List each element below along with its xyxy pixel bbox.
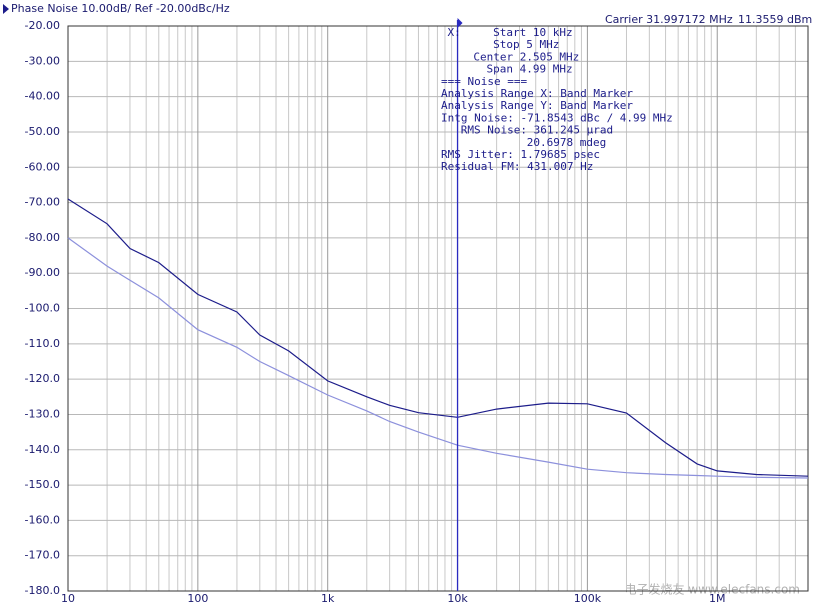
marker-flag	[457, 18, 463, 28]
chart-title: Phase Noise 10.00dB/ Ref -20.00dBc/Hz	[11, 2, 230, 15]
x-tick-label: 10k	[447, 592, 468, 605]
marker-readout: Intg Noise: -71.8543 dBc / 4.99 MHz	[441, 111, 673, 124]
marker-readout: Stop 5 MHz	[493, 38, 559, 51]
marker-readout: Start 10 kHz	[493, 26, 572, 39]
y-tick-label: -120.0	[25, 372, 60, 385]
carrier-power: 11.3559 dBm	[738, 13, 812, 26]
carrier: Carrier 31.997172 MHz	[605, 13, 733, 26]
marker-readout: Residual FM: 431.007 Hz	[441, 160, 593, 173]
x-tick-label: 1k	[321, 592, 335, 605]
marker-readout: === Noise ===	[441, 75, 527, 88]
marker-readout: Center 2.505 MHz	[473, 50, 579, 63]
y-tick-label: -70.00	[25, 196, 60, 209]
plot-frame	[67, 25, 809, 592]
marker-readout: RMS Jitter: 1.79685 psec	[441, 148, 600, 161]
y-tick-label: -160.0	[25, 513, 60, 526]
marker-readout: 20.6978 mdeg	[527, 136, 606, 149]
y-tick-label: -20.00	[25, 19, 60, 32]
marker-readout: Span 4.99 MHz	[487, 63, 573, 76]
y-tick-label: -130.0	[25, 407, 60, 420]
y-tick-label: -140.0	[25, 443, 60, 456]
y-tick-label: -90.00	[25, 266, 60, 279]
marker-label: X:	[448, 26, 461, 39]
series-line	[67, 237, 809, 479]
title-marker	[3, 4, 9, 14]
marker-readout: RMS Noise: 361.245 µrad	[461, 124, 613, 137]
y-tick-label: -40.00	[25, 90, 60, 103]
x-tick-label: 1M	[709, 592, 726, 605]
y-tick-label: -100.0	[25, 302, 60, 315]
y-tick-label: -50.00	[25, 125, 60, 138]
y-tick-label: -110.0	[25, 337, 60, 350]
y-tick-label: -80.00	[25, 231, 60, 244]
marker-readout: Analysis Range X: Band Marker	[441, 87, 633, 100]
series-line	[67, 198, 809, 477]
x-tick-label: 100	[187, 592, 208, 605]
y-tick-label: -150.0	[25, 478, 60, 491]
x-tick-label: 100k	[574, 592, 602, 605]
y-tick-label: -180.0	[25, 584, 60, 597]
y-tick-label: -30.00	[25, 54, 60, 67]
y-tick-label: -60.00	[25, 160, 60, 173]
x-tick-label: 10	[61, 592, 75, 605]
marker-readout: Analysis Range Y: Band Marker	[441, 99, 633, 112]
y-tick-label: -170.0	[25, 549, 60, 562]
